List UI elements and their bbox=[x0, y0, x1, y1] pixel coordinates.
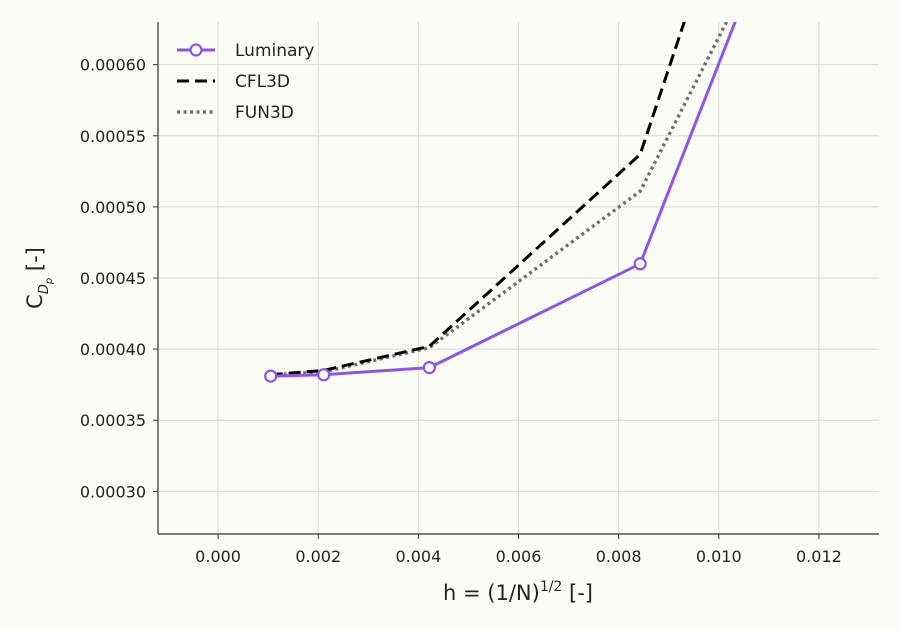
data-point-luminary bbox=[264, 369, 278, 383]
x-axis-label: h = (1/N)1/2 [-] bbox=[443, 579, 593, 605]
data-point-luminary bbox=[633, 257, 647, 271]
x-ticks: 0.000 0.002 0.004 0.006 0.008 0.010 0.012 bbox=[195, 534, 842, 566]
legend: Luminary CFL3D FUN3D bbox=[177, 41, 314, 123]
x-tick-label: 0.012 bbox=[796, 547, 842, 566]
y-tick-label: 0.00035 bbox=[80, 411, 146, 430]
x-tick-label: 0.000 bbox=[195, 547, 241, 566]
y-tick-label: 0.00045 bbox=[80, 269, 146, 288]
legend-label-luminary: Luminary bbox=[235, 41, 314, 61]
legend-label-fun3d: FUN3D bbox=[235, 103, 294, 123]
data-point-luminary bbox=[422, 361, 436, 375]
y-tick-label: 0.00050 bbox=[80, 198, 146, 217]
data-point-luminary bbox=[317, 368, 331, 382]
svg-text:CDp [-]: CDp [-] bbox=[23, 247, 55, 309]
y-tick-label: 0.00030 bbox=[80, 482, 146, 501]
y-ticks: 0.00030 0.00035 0.00040 0.00045 0.00050 0.000… bbox=[80, 56, 158, 501]
grid-lines bbox=[158, 22, 879, 534]
x-tick-label: 0.002 bbox=[295, 547, 341, 566]
legend-label-cfl3d: CFL3D bbox=[235, 72, 290, 92]
y-tick-label: 0.00060 bbox=[80, 56, 146, 75]
y-tick-label: 0.00055 bbox=[80, 127, 146, 146]
y-tick-label: 0.00040 bbox=[80, 340, 146, 359]
y-axis-label: CDp [-] bbox=[23, 247, 55, 309]
x-tick-label: 0.006 bbox=[496, 547, 542, 566]
x-tick-label: 0.004 bbox=[395, 547, 441, 566]
x-tick-label: 0.008 bbox=[596, 547, 642, 566]
series-line-luminary bbox=[270, 22, 737, 378]
series-line-fun3d bbox=[270, 22, 729, 377]
legend-marker bbox=[189, 43, 203, 57]
series-group bbox=[264, 22, 737, 383]
series-line-cfl3d bbox=[270, 22, 686, 377]
x-tick-label: 0.010 bbox=[696, 547, 742, 566]
